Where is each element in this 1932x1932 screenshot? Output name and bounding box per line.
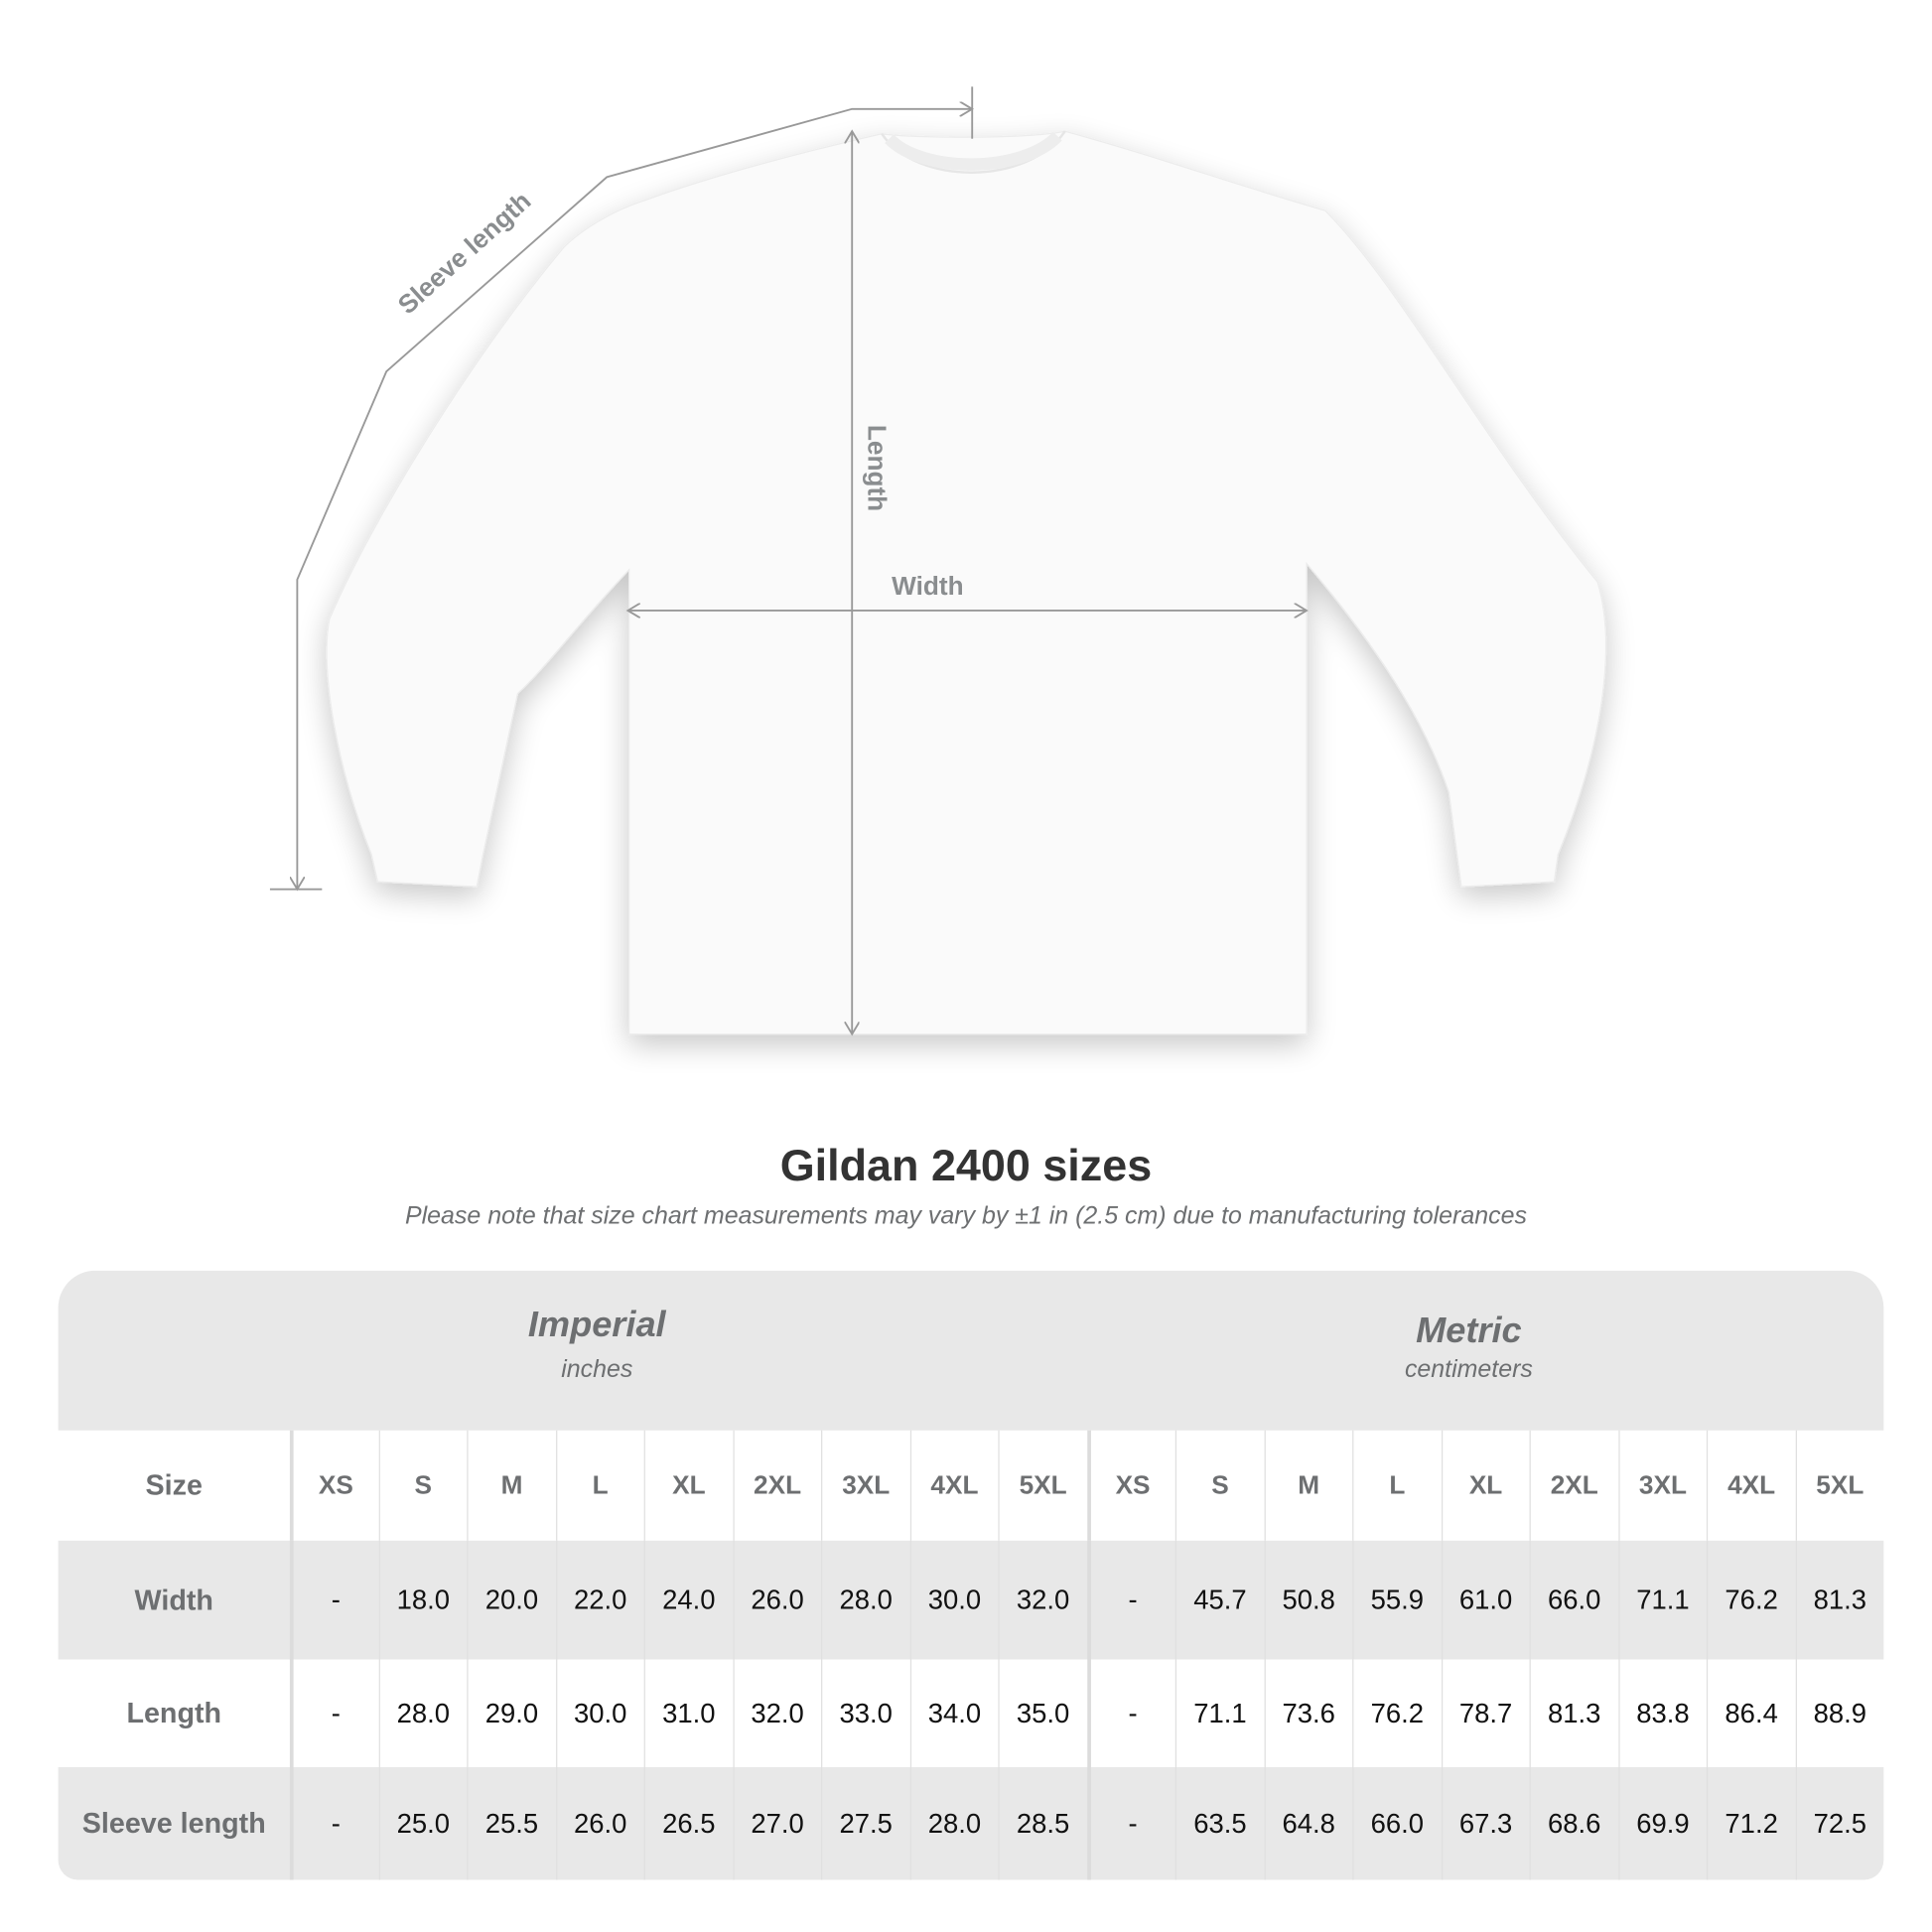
- table-cell-metric: 88.9: [1795, 1659, 1883, 1768]
- row-label: Width: [134, 1583, 213, 1616]
- size-header-metric: 3XL: [1617, 1430, 1707, 1541]
- row-label: Size: [145, 1468, 203, 1501]
- table-cell-metric: 76.2: [1352, 1659, 1441, 1768]
- table-cell-imperial: 27.5: [821, 1767, 909, 1880]
- table-cell-imperial: 33.0: [821, 1659, 909, 1768]
- table-cell-metric: 71.1: [1174, 1659, 1264, 1768]
- table-cell-metric: 50.8: [1263, 1540, 1352, 1660]
- table-cell-imperial: 20.0: [467, 1540, 555, 1660]
- tolerance-note: Please note that size chart measurements…: [404, 1202, 1527, 1230]
- table-cell-imperial: -: [289, 1767, 378, 1880]
- table-cell-metric: -: [1086, 1767, 1175, 1880]
- table-cell-metric: 66.0: [1352, 1767, 1441, 1880]
- imperial-title: Imperial: [527, 1305, 666, 1345]
- table-cell-imperial: 24.0: [643, 1540, 733, 1660]
- size-header-imperial: 5XL: [998, 1430, 1086, 1541]
- table-cell-metric: 64.8: [1263, 1767, 1352, 1880]
- table-row-length: Length -28.0 29.0 30.0 31.0 32.0 33.0 34.0 35.0-…: [59, 1659, 1884, 1768]
- table-cell-metric: 86.4: [1706, 1659, 1795, 1768]
- table-cell-metric: 69.9: [1617, 1767, 1707, 1880]
- table-row-sleeve-length: Sleeve length -25.0 25.5 26.0 26.5 27.0 27.5 28…: [58, 1767, 1884, 1880]
- table-cell-metric: 78.7: [1441, 1659, 1529, 1768]
- table-cell-imperial: 28.0: [821, 1540, 909, 1660]
- table-cell-imperial: 28.0: [378, 1659, 467, 1768]
- unit-header-band: [58, 1270, 1884, 1431]
- table-cell-metric: -: [1086, 1659, 1175, 1768]
- size-header-metric: M: [1263, 1430, 1352, 1541]
- measurement-lines: [269, 86, 1307, 1034]
- table-cell-metric: 73.6: [1263, 1659, 1352, 1768]
- size-header-metric: XL: [1441, 1430, 1529, 1541]
- table-cell-imperial: 26.0: [732, 1540, 821, 1660]
- table-cell-metric: 71.2: [1706, 1767, 1795, 1880]
- size-header-metric: 4XL: [1706, 1430, 1795, 1541]
- table-cell-imperial: 25.0: [378, 1767, 467, 1880]
- table-cell-metric: -: [1086, 1540, 1175, 1660]
- table-cell-metric: 61.0: [1441, 1540, 1529, 1660]
- metric-header: Metric centimeters: [1221, 1311, 1717, 1385]
- table-cell-imperial: 22.0: [555, 1540, 643, 1660]
- size-header-metric: S: [1174, 1430, 1264, 1541]
- table-cell-imperial: 35.0: [998, 1659, 1086, 1768]
- table-cell-imperial: -: [289, 1659, 378, 1768]
- table-cell-imperial: -: [289, 1540, 378, 1660]
- size-header-imperial: 4XL: [909, 1430, 998, 1541]
- table-cell-metric: 66.0: [1529, 1540, 1618, 1660]
- size-header-metric: 2XL: [1529, 1430, 1618, 1541]
- table-cell-imperial: 18.0: [378, 1540, 467, 1660]
- imperial-unit: inches: [561, 1355, 633, 1384]
- page-title: Gildan 2400 sizes: [779, 1139, 1153, 1190]
- metric-unit: centimeters: [1404, 1355, 1533, 1384]
- table-cell-metric: 45.7: [1174, 1540, 1264, 1660]
- table-cell-metric: 81.3: [1529, 1659, 1618, 1768]
- metric-title: Metric: [1416, 1311, 1522, 1351]
- sleeve-length-line: [297, 109, 972, 890]
- length-label: Length: [862, 424, 891, 512]
- size-header-row: Size XS S M L XL 2XL 3XL 4XL 5XL XS S M L XL 2XL 3XL 4XL 5…: [59, 1430, 1884, 1541]
- size-header-metric: 5XL: [1795, 1430, 1883, 1541]
- long-sleeve-shirt: [326, 130, 1607, 1035]
- size-table: Imperial inches Metric centimeters Size X…: [58, 1270, 1884, 1880]
- size-header-imperial: L: [555, 1430, 643, 1541]
- table-cell-metric: 81.3: [1795, 1540, 1883, 1660]
- table-cell-metric: 63.5: [1174, 1767, 1264, 1880]
- table-cell-imperial: 30.0: [555, 1659, 643, 1768]
- size-header-metric: XS: [1086, 1430, 1175, 1541]
- table-cell-imperial: 29.0: [467, 1659, 555, 1768]
- row-label: Sleeve length: [81, 1806, 266, 1840]
- table-cell-metric: 71.1: [1617, 1540, 1707, 1660]
- shirt-diagram: [269, 86, 1607, 1115]
- table-cell-metric: 55.9: [1352, 1540, 1441, 1660]
- table-cell-imperial: 26.0: [555, 1767, 643, 1880]
- table-cell-metric: 68.6: [1529, 1767, 1618, 1880]
- table-cell-imperial: 28.0: [909, 1767, 998, 1880]
- table-cell-imperial: 32.0: [998, 1540, 1086, 1660]
- table-cell-imperial: 34.0: [909, 1659, 998, 1768]
- size-header-imperial: 2XL: [732, 1430, 821, 1541]
- table-cell-metric: 76.2: [1706, 1540, 1795, 1660]
- size-header-imperial: S: [378, 1430, 467, 1541]
- width-label: Width: [892, 572, 964, 601]
- table-row-width: Width -18.0 20.0 22.0 24.0 26.0 28.0 30.0 32.0-4…: [58, 1540, 1884, 1660]
- table-cell-metric: 72.5: [1795, 1767, 1883, 1880]
- size-header-imperial: XS: [289, 1430, 378, 1541]
- table-cell-imperial: 31.0: [643, 1659, 733, 1768]
- table-cell-imperial: 32.0: [732, 1659, 821, 1768]
- table-cell-imperial: 28.5: [998, 1767, 1086, 1880]
- table-cell-imperial: 26.5: [643, 1767, 733, 1880]
- table-cell-metric: 67.3: [1441, 1767, 1529, 1880]
- row-label: Length: [126, 1696, 222, 1729]
- size-header-imperial: M: [467, 1430, 555, 1541]
- table-cell-imperial: 27.0: [732, 1767, 821, 1880]
- size-header-metric: L: [1352, 1430, 1441, 1541]
- imperial-header: Imperial inches: [349, 1306, 845, 1385]
- table-cell-metric: 83.8: [1617, 1659, 1707, 1768]
- size-header-imperial: 3XL: [821, 1430, 909, 1541]
- size-header-imperial: XL: [643, 1430, 733, 1541]
- table-cell-imperial: 30.0: [909, 1540, 998, 1660]
- table-cell-imperial: 25.5: [467, 1767, 555, 1880]
